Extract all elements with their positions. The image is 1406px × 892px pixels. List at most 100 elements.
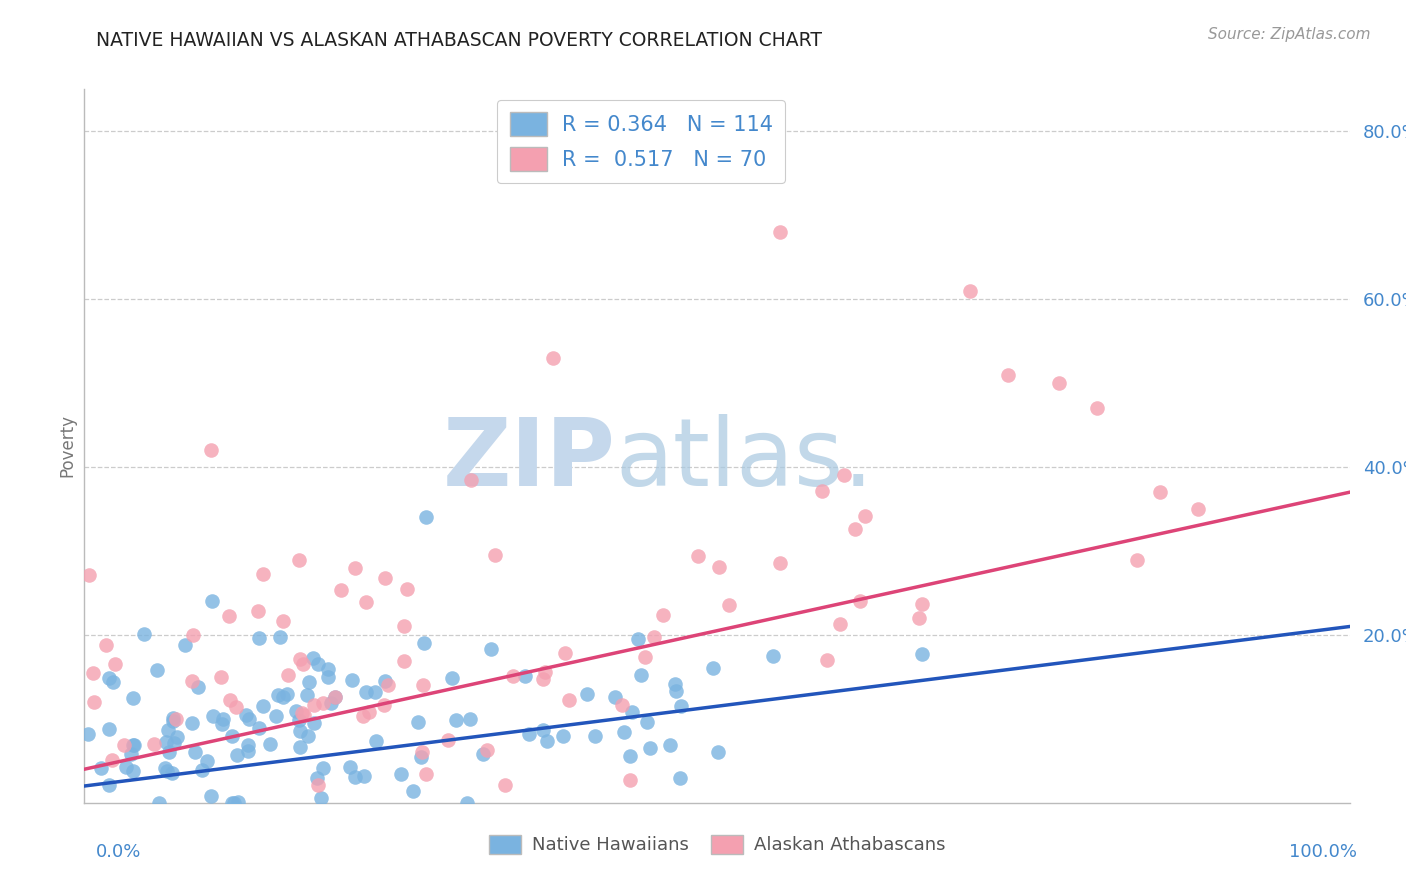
Point — [247, 604, 270, 618]
Point — [301, 651, 323, 665]
Point — [717, 598, 740, 612]
Point — [1149, 485, 1171, 500]
Point — [77, 567, 100, 582]
Point — [441, 672, 464, 686]
Point — [633, 649, 655, 664]
Y-axis label: Poverty: Poverty — [58, 415, 76, 477]
Point — [1085, 401, 1108, 416]
Point — [707, 745, 730, 759]
Point — [288, 713, 311, 727]
Point — [97, 722, 120, 736]
Point — [292, 657, 315, 672]
Point — [156, 764, 179, 778]
Point — [605, 690, 627, 704]
Point — [911, 647, 934, 661]
Point — [709, 560, 731, 574]
Point — [352, 708, 374, 723]
Point — [162, 710, 184, 724]
Point — [121, 739, 143, 753]
Point — [669, 771, 692, 785]
Point — [235, 708, 257, 723]
Point — [259, 737, 281, 751]
Point — [374, 571, 396, 585]
Point — [180, 715, 202, 730]
Point — [181, 673, 204, 688]
Point — [389, 767, 412, 781]
Point — [339, 760, 361, 774]
Point — [619, 772, 641, 787]
Point — [221, 729, 243, 743]
Point — [436, 733, 458, 747]
Point — [392, 653, 415, 667]
Point — [156, 723, 179, 738]
Point — [276, 687, 298, 701]
Point — [627, 632, 650, 646]
Point — [406, 715, 429, 730]
Point — [769, 225, 792, 239]
Point — [911, 597, 934, 611]
Point — [534, 665, 557, 680]
Point — [120, 747, 142, 761]
Point — [531, 723, 554, 737]
Point — [288, 739, 311, 754]
Point — [479, 642, 502, 657]
Point — [184, 745, 207, 759]
Point — [330, 582, 353, 597]
Point — [153, 761, 176, 775]
Point — [484, 548, 506, 562]
Point — [323, 690, 346, 705]
Point — [100, 753, 122, 767]
Point — [830, 617, 852, 632]
Point — [201, 709, 224, 723]
Point — [288, 553, 311, 567]
Point — [165, 712, 187, 726]
Point — [411, 745, 433, 759]
Point — [218, 609, 240, 624]
Point — [305, 771, 328, 785]
Point — [517, 727, 540, 741]
Point — [181, 628, 204, 642]
Point — [665, 684, 688, 698]
Point — [155, 734, 177, 748]
Point — [619, 749, 641, 764]
Text: 100.0%: 100.0% — [1289, 843, 1357, 861]
Point — [323, 690, 346, 705]
Point — [458, 712, 481, 726]
Point — [157, 745, 180, 759]
Point — [288, 723, 311, 738]
Point — [475, 742, 498, 756]
Point — [669, 698, 692, 713]
Text: ZIP: ZIP — [443, 414, 616, 507]
Point — [460, 473, 482, 487]
Point — [211, 712, 233, 726]
Point — [409, 750, 432, 764]
Legend: Native Hawaiians, Alaskan Athabascans: Native Hawaiians, Alaskan Athabascans — [481, 828, 953, 862]
Point — [209, 670, 232, 684]
Point — [271, 690, 294, 704]
Point — [277, 667, 299, 681]
Point — [160, 766, 183, 780]
Point — [1187, 502, 1209, 516]
Point — [252, 699, 274, 714]
Point — [195, 754, 218, 768]
Point — [636, 715, 658, 730]
Point — [357, 705, 380, 719]
Point — [122, 764, 145, 778]
Point — [402, 784, 425, 798]
Point — [658, 738, 681, 752]
Point — [319, 696, 342, 710]
Point — [307, 657, 329, 671]
Point — [541, 351, 564, 365]
Point — [1047, 376, 1070, 390]
Point — [959, 284, 981, 298]
Point — [292, 708, 315, 723]
Point — [343, 770, 366, 784]
Point — [364, 734, 387, 748]
Point — [295, 688, 318, 702]
Point — [412, 636, 434, 650]
Point — [121, 691, 143, 706]
Text: atlas.: atlas. — [616, 414, 875, 507]
Point — [640, 741, 662, 756]
Point — [98, 778, 121, 792]
Point — [318, 670, 340, 684]
